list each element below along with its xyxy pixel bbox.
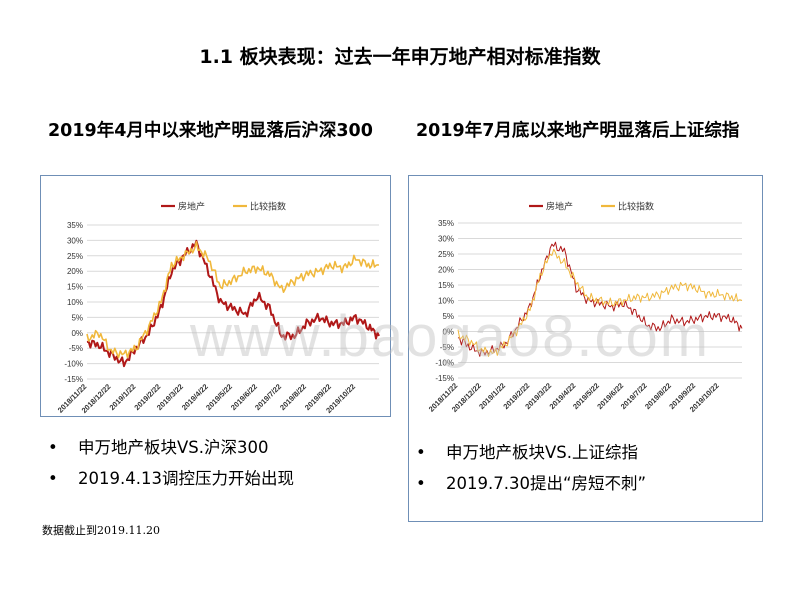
y-tick-label: 0%	[71, 329, 83, 338]
y-tick-label: 5%	[442, 312, 454, 321]
bullet-text: 申万地产板块VS.上证综指	[446, 443, 639, 462]
y-tick-label: 15%	[67, 283, 83, 292]
right-chart-heading: 2019年7月底以来地产明显落后上证综指	[416, 121, 740, 141]
left-chart-panel: -15% -10% -5% 0% 5% 10% 15% 20% 25% 30% 35% 2018/11…	[40, 175, 391, 417]
watermark: www.baogao8.com	[190, 304, 711, 369]
left-line-chart: -15%-10%-5%0%5%10%15%20%25%30%35%2018/11…	[56, 201, 380, 415]
bullet-text: 2019.7.30提出“房短不刺”	[446, 474, 647, 493]
y-tick-label: -5%	[69, 344, 83, 353]
page-title: 1.1 板块表现：过去一年申万地产相对标准指数	[199, 46, 601, 68]
y-tick-label: -10%	[435, 359, 454, 368]
right-line-chart: -15%-10%-5%0%5%10%15%20%25%30%35%2018/11…	[427, 201, 743, 414]
y-tick-label: -5%	[440, 343, 454, 352]
left-bullet-list: • 申万地产板块VS.沪深300 • 2019.4.13调控压力开始出现	[48, 432, 294, 494]
series-line-index	[457, 248, 743, 357]
bullet-dot: •	[48, 438, 58, 457]
series-line-real-estate	[86, 239, 380, 368]
legend-label: 比较指数	[618, 201, 654, 213]
y-tick-label: 5%	[71, 313, 83, 322]
y-tick-label: 10%	[438, 297, 454, 306]
bullet-dot: •	[416, 474, 426, 493]
bullet-item: • 2019.4.13调控压力开始出现	[48, 463, 294, 494]
y-tick-label: 25%	[438, 250, 454, 259]
bullet-item: • 2019.7.30提出“房短不刺”	[416, 468, 646, 499]
bullet-dot: •	[48, 469, 58, 488]
y-tick-label: 20%	[438, 266, 454, 275]
series-line-real-estate	[457, 241, 743, 357]
y-tick-label: 10%	[67, 298, 83, 307]
legend-label: 房地产	[178, 201, 205, 213]
y-tick-label: 0%	[442, 328, 454, 337]
bullet-item: • 申万地产板块VS.上证综指	[416, 437, 646, 468]
y-tick-label: 30%	[438, 235, 454, 244]
data-cutoff-note: 数据截止到2019.11.20	[42, 524, 160, 537]
bullet-text: 2019.4.13调控压力开始出现	[78, 469, 294, 488]
series-line-index	[86, 241, 380, 359]
bullet-dot: •	[416, 443, 426, 462]
right-bullet-list: • 申万地产板块VS.上证综指 • 2019.7.30提出“房短不刺”	[416, 437, 646, 499]
bullet-text: 申万地产板块VS.沪深300	[78, 438, 269, 457]
y-tick-label: 20%	[67, 267, 83, 276]
chart-legend: 房地产 比较指数	[161, 201, 286, 213]
legend-label: 房地产	[546, 201, 573, 213]
bullet-item: • 申万地产板块VS.沪深300	[48, 432, 294, 463]
y-tick-label: -15%	[435, 374, 454, 383]
chart-legend: 房地产 比较指数	[529, 201, 654, 213]
y-tick-label: -10%	[64, 360, 83, 369]
y-tick-label: 35%	[438, 219, 454, 228]
y-tick-label: 35%	[67, 221, 83, 230]
left-chart-heading: 2019年4月中以来地产明显落后沪深300	[48, 121, 373, 141]
y-tick-label: 15%	[438, 281, 454, 290]
y-tick-label: -15%	[64, 375, 83, 384]
y-tick-label: 25%	[67, 252, 83, 261]
legend-label: 比较指数	[250, 201, 286, 213]
right-chart-panel: -15% -10% -5% 0% 5% 10% 15% 20% 25% 30% 35% 2018/11…	[408, 175, 763, 522]
y-tick-label: 30%	[67, 236, 83, 245]
